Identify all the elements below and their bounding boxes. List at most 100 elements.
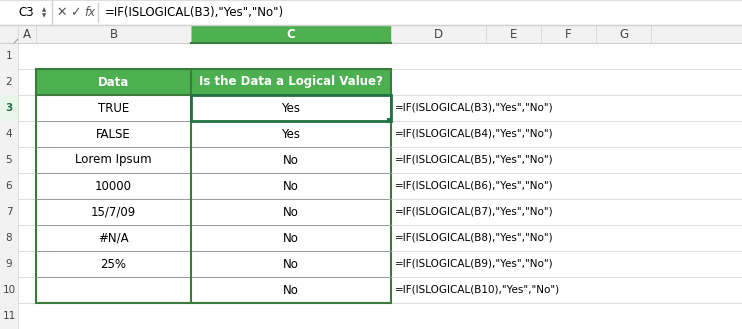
Bar: [391, 147, 486, 173]
Bar: [541, 95, 596, 121]
Bar: [391, 43, 486, 69]
Text: 3: 3: [5, 103, 13, 113]
Bar: [596, 173, 651, 199]
Text: ✕: ✕: [56, 6, 68, 19]
Bar: [191, 43, 391, 69]
Bar: [191, 225, 391, 251]
Bar: [596, 251, 651, 277]
Text: 1: 1: [6, 51, 13, 61]
Bar: [191, 251, 391, 277]
Bar: [541, 251, 596, 277]
Text: D: D: [434, 28, 443, 40]
Bar: [541, 199, 596, 225]
Bar: [541, 147, 596, 173]
Bar: [486, 199, 541, 225]
Bar: [0, 199, 18, 225]
Bar: [18, 225, 36, 251]
Text: =IF(ISLOGICAL(B3),"Yes","No"): =IF(ISLOGICAL(B3),"Yes","No"): [105, 6, 284, 19]
Bar: [18, 95, 36, 121]
Bar: [36, 251, 191, 277]
Bar: [191, 95, 391, 121]
Bar: [191, 277, 391, 303]
Bar: [191, 173, 391, 199]
Text: No: No: [283, 154, 299, 166]
Text: 11: 11: [2, 311, 16, 321]
Bar: [36, 173, 191, 199]
Bar: [191, 303, 391, 329]
Bar: [36, 69, 391, 303]
Bar: [36, 303, 191, 329]
Text: Lorem Ipsum: Lorem Ipsum: [75, 154, 152, 166]
Bar: [486, 173, 541, 199]
Text: ▼: ▼: [42, 13, 46, 18]
Text: =IF(ISLOGICAL(B6),"Yes","No"): =IF(ISLOGICAL(B6),"Yes","No"): [395, 181, 554, 191]
Bar: [596, 199, 651, 225]
Bar: [36, 199, 191, 225]
Bar: [391, 225, 486, 251]
Bar: [18, 173, 36, 199]
Text: #N/A: #N/A: [98, 232, 129, 244]
Text: 6: 6: [6, 181, 13, 191]
Text: =IF(ISLOGICAL(B7),"Yes","No"): =IF(ISLOGICAL(B7),"Yes","No"): [395, 207, 554, 217]
Text: ▲: ▲: [42, 7, 46, 12]
Text: =IF(ISLOGICAL(B3),"Yes","No"): =IF(ISLOGICAL(B3),"Yes","No"): [395, 103, 554, 113]
Bar: [391, 69, 486, 95]
Bar: [486, 69, 541, 95]
Text: ✓: ✓: [70, 6, 80, 19]
Bar: [596, 225, 651, 251]
Bar: [387, 118, 392, 123]
Bar: [0, 25, 18, 43]
Bar: [486, 303, 541, 329]
Bar: [36, 121, 191, 147]
Bar: [18, 277, 36, 303]
Bar: [0, 147, 18, 173]
Bar: [0, 303, 18, 329]
Text: G: G: [619, 28, 628, 40]
Bar: [596, 43, 651, 69]
Bar: [18, 251, 36, 277]
Bar: [36, 95, 191, 121]
Text: Is the Data a Logical Value?: Is the Data a Logical Value?: [199, 75, 383, 89]
Bar: [191, 69, 391, 95]
Bar: [486, 95, 541, 121]
Text: No: No: [283, 258, 299, 270]
Bar: [541, 69, 596, 95]
Bar: [191, 95, 391, 121]
Bar: [486, 251, 541, 277]
Bar: [596, 69, 651, 95]
Text: Data: Data: [98, 75, 129, 89]
Bar: [596, 95, 651, 121]
Bar: [191, 147, 391, 173]
Bar: [391, 95, 486, 121]
Text: =IF(ISLOGICAL(B10),"Yes","No"): =IF(ISLOGICAL(B10),"Yes","No"): [395, 285, 560, 295]
Text: TRUE: TRUE: [98, 102, 129, 114]
Bar: [391, 173, 486, 199]
Text: 10: 10: [2, 285, 16, 295]
Bar: [541, 277, 596, 303]
Text: Yes: Yes: [281, 102, 301, 114]
Text: 4: 4: [6, 129, 13, 139]
Text: C3: C3: [19, 6, 34, 19]
Bar: [0, 173, 18, 199]
Text: 10000: 10000: [95, 180, 132, 192]
Bar: [0, 225, 18, 251]
Bar: [486, 225, 541, 251]
Bar: [36, 277, 191, 303]
Text: =IF(ISLOGICAL(B4),"Yes","No"): =IF(ISLOGICAL(B4),"Yes","No"): [395, 129, 554, 139]
Bar: [541, 173, 596, 199]
Bar: [191, 199, 391, 225]
Text: E: E: [510, 28, 517, 40]
Bar: [18, 147, 36, 173]
Bar: [18, 199, 36, 225]
Bar: [36, 147, 191, 173]
Text: Yes: Yes: [281, 128, 301, 140]
Text: 2: 2: [6, 77, 13, 87]
Bar: [0, 95, 18, 121]
Bar: [486, 277, 541, 303]
Bar: [486, 43, 541, 69]
Bar: [18, 121, 36, 147]
Text: F: F: [565, 28, 572, 40]
Text: C: C: [286, 28, 295, 40]
Bar: [541, 225, 596, 251]
Text: 7: 7: [6, 207, 13, 217]
